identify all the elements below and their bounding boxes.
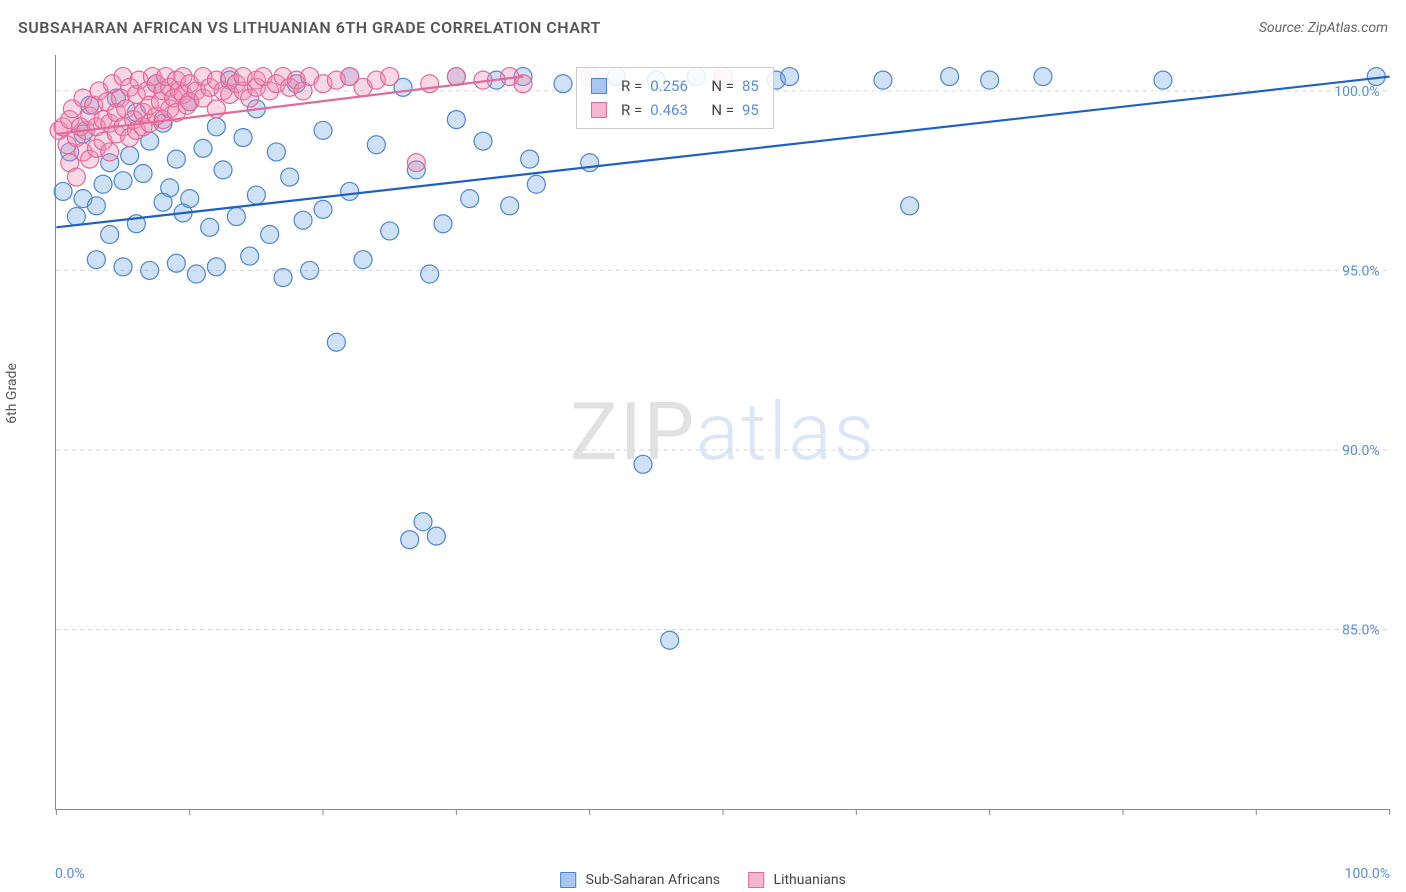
data-point-subsaharan xyxy=(781,68,799,86)
data-point-subsaharan xyxy=(267,143,285,161)
data-point-subsaharan xyxy=(294,211,312,229)
data-point-subsaharan xyxy=(167,150,185,168)
data-point-subsaharan xyxy=(301,261,319,279)
data-point-subsaharan xyxy=(367,136,385,154)
r-label: R = xyxy=(621,74,642,98)
n-value-series2: 95 xyxy=(742,98,759,122)
source-label: Source: ZipAtlas.com xyxy=(1259,20,1388,36)
data-point-subsaharan xyxy=(194,139,212,157)
data-point-subsaharan xyxy=(114,258,132,276)
data-point-subsaharan xyxy=(354,251,372,269)
data-point-subsaharan xyxy=(581,154,599,172)
data-point-subsaharan xyxy=(261,226,279,244)
data-point-subsaharan xyxy=(427,527,445,545)
n-label: N = xyxy=(711,98,734,122)
legend-swatch-series1-icon xyxy=(560,872,576,888)
data-point-subsaharan xyxy=(207,118,225,136)
data-point-subsaharan xyxy=(247,186,265,204)
data-point-subsaharan xyxy=(474,132,492,150)
r-value-series1: 0.256 xyxy=(650,74,688,98)
data-point-subsaharan xyxy=(527,175,545,193)
data-point-subsaharan xyxy=(121,147,139,165)
data-point-subsaharan xyxy=(461,190,479,208)
stat-row-series2: R = 0.463 N = 95 xyxy=(591,98,759,122)
stat-row-series1: R = 0.256 N = 85 xyxy=(591,74,759,98)
data-point-subsaharan xyxy=(234,129,252,147)
legend-swatch-series2-icon xyxy=(748,872,764,888)
legend-label-series2: Lithuanians xyxy=(774,872,846,888)
n-value-series1: 85 xyxy=(742,74,759,98)
data-point-subsaharan xyxy=(414,513,432,531)
y-axis-label: 6th Grade xyxy=(4,363,20,424)
x-min-label: 0.0% xyxy=(55,866,85,882)
data-point-subsaharan xyxy=(241,247,259,265)
data-point-subsaharan xyxy=(274,269,292,287)
data-point-subsaharan xyxy=(167,254,185,272)
data-point-subsaharan xyxy=(421,265,439,283)
data-point-subsaharan xyxy=(661,631,679,649)
data-point-subsaharan xyxy=(201,218,219,236)
chart-svg: 85.0% 90.0% 95.0% 100.0% xyxy=(56,55,1390,809)
data-point-subsaharan xyxy=(314,121,332,139)
data-point-subsaharan xyxy=(141,261,159,279)
data-point-subsaharan xyxy=(161,179,179,197)
data-point-lithuanian xyxy=(101,143,119,161)
data-point-lithuanian xyxy=(407,154,425,172)
data-point-subsaharan xyxy=(134,164,152,182)
data-point-subsaharan xyxy=(401,531,419,549)
data-point-subsaharan xyxy=(521,150,539,168)
y-tick-label: 95.0% xyxy=(1342,263,1379,279)
data-point-subsaharan xyxy=(214,161,232,179)
data-point-subsaharan xyxy=(1034,68,1052,86)
data-point-subsaharan xyxy=(87,197,105,215)
data-point-subsaharan xyxy=(227,208,245,226)
data-point-subsaharan xyxy=(981,71,999,89)
data-point-subsaharan xyxy=(554,75,572,93)
x-max-label: 100.0% xyxy=(1345,866,1390,882)
r-value-series2: 0.463 xyxy=(650,98,688,122)
data-point-subsaharan xyxy=(67,208,85,226)
data-point-subsaharan xyxy=(207,258,225,276)
data-point-subsaharan xyxy=(181,190,199,208)
data-point-subsaharan xyxy=(381,222,399,240)
y-tick-label: 85.0% xyxy=(1342,622,1379,638)
y-tick-label: 90.0% xyxy=(1342,443,1379,459)
data-point-subsaharan xyxy=(87,251,105,269)
chart-container: SUBSAHARAN AFRICAN VS LITHUANIAN 6TH GRA… xyxy=(0,0,1406,892)
data-point-subsaharan xyxy=(447,111,465,129)
data-point-subsaharan xyxy=(114,172,132,190)
y-tick-label: 100.0% xyxy=(1334,84,1379,100)
chart-title: SUBSAHARAN AFRICAN VS LITHUANIAN 6TH GRA… xyxy=(18,18,601,37)
data-point-subsaharan xyxy=(341,182,359,200)
n-label: N = xyxy=(711,74,734,98)
data-point-subsaharan xyxy=(434,215,452,233)
header: SUBSAHARAN AFRICAN VS LITHUANIAN 6TH GRA… xyxy=(18,18,1388,37)
data-point-subsaharan xyxy=(327,333,345,351)
legend-item-series1: Sub-Saharan Africans xyxy=(560,872,720,888)
data-point-subsaharan xyxy=(874,71,892,89)
swatch-series2-icon xyxy=(591,102,607,118)
legend-bottom: Sub-Saharan Africans Lithuanians xyxy=(560,872,846,888)
data-point-subsaharan xyxy=(54,182,72,200)
data-point-lithuanian xyxy=(67,168,85,186)
stat-legend-box: R = 0.256 N = 85 R = 0.463 N = 95 xyxy=(576,67,774,129)
data-point-subsaharan xyxy=(101,226,119,244)
data-point-subsaharan xyxy=(94,175,112,193)
legend-item-series2: Lithuanians xyxy=(748,872,846,888)
data-point-lithuanian xyxy=(447,68,465,86)
data-point-subsaharan xyxy=(1154,71,1172,89)
data-point-lithuanian xyxy=(381,68,399,86)
data-point-subsaharan xyxy=(941,68,959,86)
data-point-subsaharan xyxy=(501,197,519,215)
r-label: R = xyxy=(621,98,642,122)
data-point-lithuanian xyxy=(421,75,439,93)
data-point-subsaharan xyxy=(187,265,205,283)
plot-area: ZIPatlas 85.0%90.0%95.0%100.0% R = 0.256… xyxy=(55,55,1390,810)
data-point-subsaharan xyxy=(634,455,652,473)
legend-label-series1: Sub-Saharan Africans xyxy=(586,872,720,888)
data-point-subsaharan xyxy=(281,168,299,186)
data-point-subsaharan xyxy=(901,197,919,215)
swatch-series1-icon xyxy=(591,78,607,94)
data-point-subsaharan xyxy=(314,200,332,218)
